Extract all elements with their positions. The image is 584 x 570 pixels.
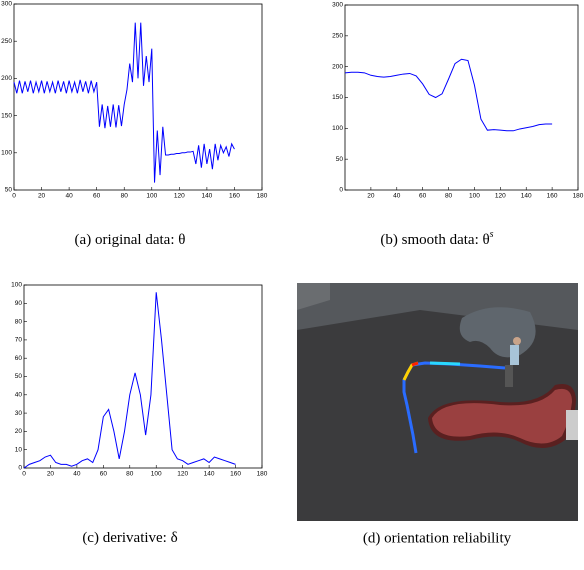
y-tick-label: 100 [1,150,12,157]
y-tick-label: 40 [15,392,23,399]
x-tick-label: 0 [22,471,26,478]
y-tick-label: 200 [1,75,12,82]
y-tick-label: 0 [339,187,343,194]
data-line [344,58,553,132]
x-tick-label: 120 [177,471,188,478]
x-tick-label: 20 [38,193,46,200]
y-tick-label: 150 [332,94,343,101]
x-tick-label: 60 [100,471,108,478]
x-tick-label: 0 [12,193,16,200]
x-tick-label: 60 [419,193,427,200]
x-tick-label: 40 [393,193,401,200]
x-tick-label: 20 [367,193,375,200]
caption-superscript: s [490,229,494,240]
x-tick-label: 120 [495,193,506,200]
y-tick-label: 90 [15,300,23,307]
y-tick-label: 0 [18,465,22,472]
y-tick-label: 100 [332,125,343,132]
x-tick-label: 100 [146,193,157,200]
caption: (c) derivative: δ [82,530,177,546]
caption-d: (d) orientation reliability [363,530,512,546]
x-tick-label: 80 [126,471,134,478]
x-tick-label: 80 [121,193,129,200]
x-tick-label: 140 [201,193,212,200]
x-tick-label: 40 [65,193,73,200]
y-tick-label: 50 [336,156,344,163]
x-tick-label: 40 [73,471,81,478]
y-tick-label: 150 [1,112,12,119]
plot-frame [344,4,579,191]
y-tick-label: 30 [15,410,23,417]
y-tick-label: 50 [15,373,23,380]
y-tick-label: 300 [332,2,343,9]
caption: (a) original data: θ [75,232,186,248]
y-tick-label: 60 [15,355,23,362]
x-tick-label: 140 [521,193,532,200]
y-tick-label: 20 [15,428,23,435]
x-tick-label: 160 [229,193,240,200]
y-tick-label: 250 [1,38,12,45]
y-tick-label: 100 [11,282,22,289]
data-line [13,22,235,183]
x-tick-label: 180 [257,471,268,478]
y-tick-label: 200 [332,63,343,70]
caption-text: (a) original data: θ [75,232,186,248]
y-tick-label: 50 [5,187,13,194]
x-tick-label: 80 [445,193,453,200]
x-tick-label: 180 [573,193,584,200]
x-tick-label: 180 [257,193,268,200]
x-tick-label: 100 [151,471,162,478]
plot-frame [23,284,263,469]
y-tick-label: 300 [1,1,12,8]
photo [297,283,578,521]
y-tick-label: 250 [332,33,343,40]
y-tick-label: 10 [15,446,23,453]
x-tick-label: 160 [547,193,558,200]
caption-text: (c) derivative: δ [82,530,177,546]
caption: (b) smooth data: θs [380,229,493,248]
plot-frame [13,3,263,191]
y-tick-label: 70 [15,337,23,344]
y-tick-label: 80 [15,318,23,325]
data-line [23,292,236,469]
caption-text: (b) smooth data: θ [380,232,489,248]
x-tick-label: 100 [469,193,480,200]
x-tick-label: 120 [174,193,185,200]
x-tick-label: 60 [93,193,101,200]
x-tick-label: 20 [47,471,55,478]
x-tick-label: 140 [204,471,215,478]
x-tick-label: 160 [230,471,241,478]
